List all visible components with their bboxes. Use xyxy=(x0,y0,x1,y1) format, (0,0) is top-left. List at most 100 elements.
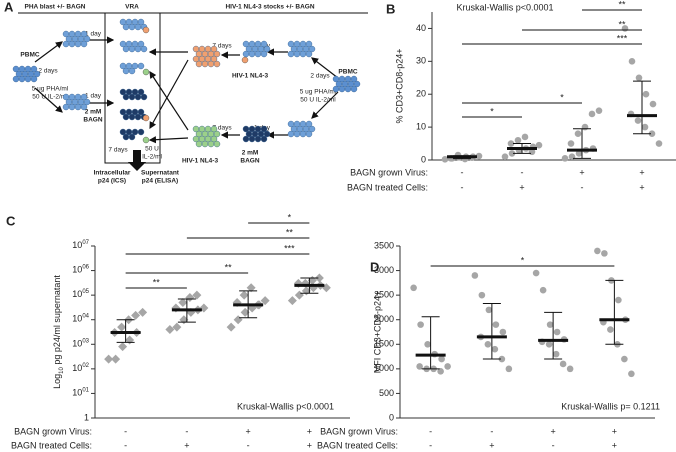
y-tick-label: 3500 xyxy=(374,240,394,250)
cell xyxy=(308,125,316,133)
tick-exponent: 05 xyxy=(82,289,89,295)
y-tick-label: 0 xyxy=(389,412,394,422)
condition-label: BAGN grown Virus: xyxy=(14,426,92,436)
cell xyxy=(122,45,130,53)
point xyxy=(567,140,575,147)
cell xyxy=(134,23,142,31)
condition-sign: + xyxy=(639,182,644,192)
point xyxy=(178,298,188,308)
cell xyxy=(128,93,136,101)
y-tick-label: 1003 xyxy=(72,338,89,349)
label: 2 mM xyxy=(242,150,259,157)
condition-label: BAGN grown Virus: xyxy=(350,167,428,177)
cell xyxy=(137,18,145,26)
condition-sign: + xyxy=(612,440,617,450)
significance-label: ** xyxy=(153,277,161,287)
label: HIV-1 NL4-3 xyxy=(182,158,219,165)
cell xyxy=(140,45,148,53)
point xyxy=(492,321,500,328)
arrow xyxy=(149,59,189,130)
point xyxy=(498,355,506,363)
significance-label: * xyxy=(490,106,494,116)
cell xyxy=(260,125,268,133)
point xyxy=(438,355,445,363)
cell xyxy=(74,103,82,111)
y-tick-label: 1 xyxy=(84,412,89,422)
cell xyxy=(299,130,307,138)
infected-cell xyxy=(142,136,150,144)
annotation: Kruskal-Wallis p= 0.1211 xyxy=(561,401,660,411)
panel-label: A xyxy=(4,0,14,14)
point xyxy=(233,315,243,325)
y-tick-label: 1002 xyxy=(72,362,89,373)
cell xyxy=(305,130,313,138)
label: 50 U IL-2/ml xyxy=(300,97,336,104)
panel-label: D xyxy=(370,259,379,274)
label: HIV-1 NL4-3 xyxy=(232,73,269,80)
cell xyxy=(137,40,145,48)
label: IL-2/ml xyxy=(142,154,162,161)
point xyxy=(621,355,628,363)
label: p24 (ELISA) xyxy=(142,178,178,185)
cell xyxy=(287,50,295,58)
infected-cell xyxy=(241,56,249,64)
condition-label: BAGN grown Virus: xyxy=(320,426,398,436)
cell xyxy=(210,45,218,53)
tick-base: 10 xyxy=(72,388,82,398)
condition-sign: - xyxy=(461,182,464,192)
point xyxy=(501,153,509,161)
cell xyxy=(305,120,313,128)
point xyxy=(539,286,547,294)
point xyxy=(117,322,127,332)
y-tick-label: 1004 xyxy=(72,313,89,324)
point xyxy=(410,284,417,292)
cell xyxy=(134,45,142,53)
y-tick-label: 10 xyxy=(416,121,426,131)
point xyxy=(553,328,561,336)
y-tick-label: 2000 xyxy=(374,314,394,324)
y-axis-label: MFI CD3+CD8-p24+ xyxy=(372,291,382,374)
point xyxy=(628,58,636,65)
point xyxy=(226,322,236,332)
y-label-part: Log xyxy=(52,374,62,389)
condition-label: BAGN treated Cells: xyxy=(11,440,92,450)
cell xyxy=(62,40,70,48)
point xyxy=(471,272,479,279)
cell xyxy=(248,135,256,143)
point xyxy=(484,340,492,348)
label: p24 (ICS) xyxy=(98,178,126,185)
label: 5 ug PHA/ml xyxy=(32,86,69,93)
point xyxy=(165,324,175,334)
point xyxy=(475,152,483,160)
cell xyxy=(195,60,203,68)
cell xyxy=(83,98,91,106)
point xyxy=(424,340,431,348)
y-label-part: pg p24/ml supernatant xyxy=(52,275,62,368)
cell xyxy=(254,50,262,58)
cell xyxy=(299,50,307,58)
cell xyxy=(210,55,218,63)
condition-sign: + xyxy=(307,440,312,450)
point xyxy=(635,74,643,82)
cell xyxy=(293,50,301,58)
cell xyxy=(332,85,340,93)
cell xyxy=(80,103,88,111)
point xyxy=(601,250,608,257)
header: VRA xyxy=(125,4,139,11)
cell xyxy=(260,40,268,48)
arrow xyxy=(311,91,339,119)
point xyxy=(246,283,256,293)
cell xyxy=(308,45,316,53)
cell xyxy=(293,130,301,138)
label: 7 days xyxy=(212,125,232,132)
tick-exponent: 02 xyxy=(82,362,89,368)
point xyxy=(505,365,513,373)
condition-sign: + xyxy=(184,440,189,450)
tick-exponent: 01 xyxy=(82,387,89,393)
point xyxy=(138,307,148,317)
cell xyxy=(122,93,130,101)
point xyxy=(444,363,451,370)
point xyxy=(655,140,663,147)
cell xyxy=(338,85,346,93)
